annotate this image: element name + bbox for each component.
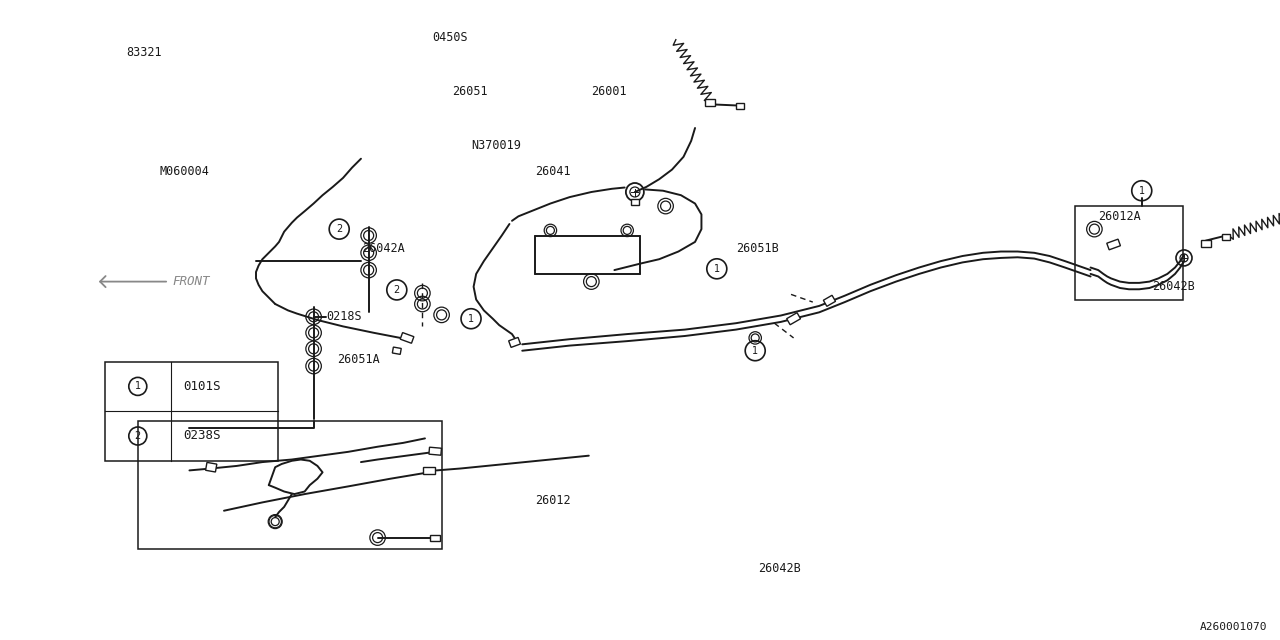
Bar [401, 333, 413, 343]
Text: 26001: 26001 [591, 85, 627, 98]
Text: A260001070: A260001070 [1199, 622, 1267, 632]
Text: N370019: N370019 [471, 140, 521, 152]
Bar [1222, 234, 1230, 240]
Bar [105, 362, 278, 461]
Bar [1107, 239, 1120, 250]
Bar [823, 295, 836, 307]
Text: FRONT: FRONT [173, 275, 210, 288]
Text: 26051B: 26051B [736, 242, 778, 255]
Bar [1201, 240, 1211, 246]
Text: 26042B: 26042B [758, 562, 800, 575]
Text: 0238S: 0238S [183, 429, 221, 442]
Text: 0450S: 0450S [433, 31, 468, 44]
Text: 83321: 83321 [127, 46, 163, 59]
Bar [508, 337, 521, 348]
Text: 1: 1 [468, 314, 474, 324]
Text: 1: 1 [134, 381, 141, 392]
Text: 26012A: 26012A [1098, 210, 1140, 223]
Text: 26042B: 26042B [1152, 280, 1194, 293]
Text: 0101S: 0101S [183, 380, 221, 393]
Bar [631, 198, 639, 205]
Text: 1: 1 [753, 346, 758, 356]
Bar [138, 421, 442, 549]
Text: 26012: 26012 [535, 494, 571, 507]
Text: 2: 2 [134, 431, 141, 441]
Text: 26051: 26051 [452, 85, 488, 98]
Text: 26051A: 26051A [337, 353, 379, 366]
Text: 1: 1 [714, 264, 719, 274]
Text: 1: 1 [1139, 186, 1144, 196]
Text: 2: 2 [394, 285, 399, 295]
Bar [1075, 206, 1183, 300]
Text: 26042A: 26042A [362, 242, 404, 255]
Text: 0218S: 0218S [326, 310, 362, 323]
Text: 26041: 26041 [535, 165, 571, 178]
Bar [787, 313, 800, 324]
Bar [422, 467, 435, 474]
Bar [393, 347, 401, 355]
Bar [736, 102, 744, 109]
Bar [705, 99, 716, 106]
Bar [429, 447, 442, 455]
Bar [430, 534, 440, 541]
Text: M060004: M060004 [160, 165, 210, 178]
Text: 2: 2 [337, 224, 342, 234]
Bar [206, 462, 216, 472]
